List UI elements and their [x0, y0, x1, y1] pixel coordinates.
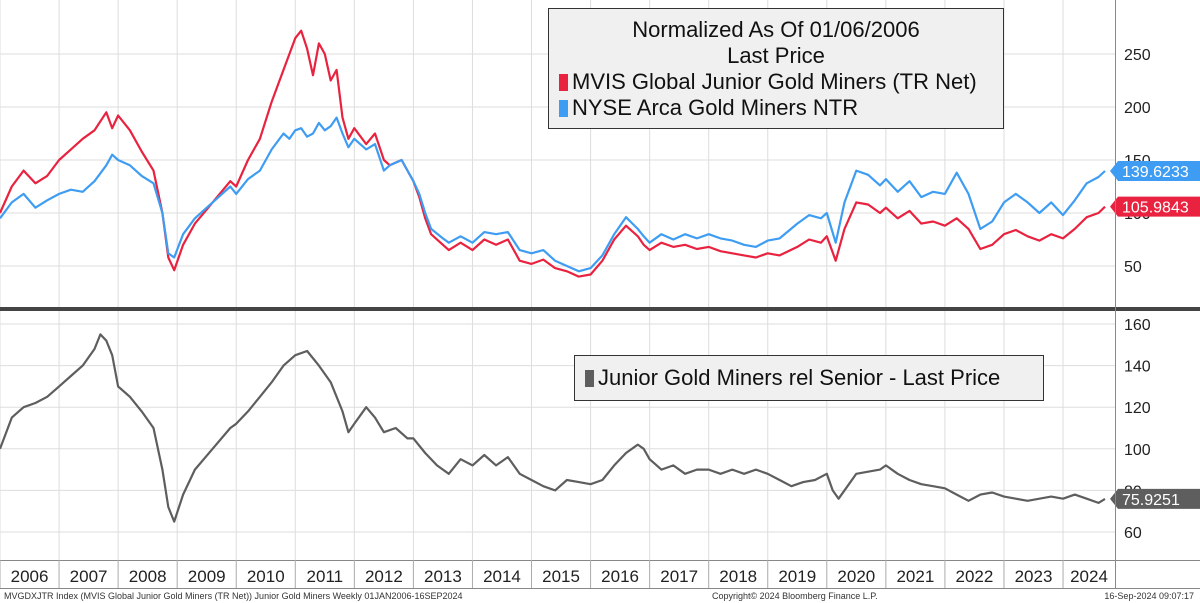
- x-tick-label: 2013: [424, 567, 462, 586]
- top-panel: [0, 29, 1106, 278]
- x-tick-label: 2008: [129, 567, 167, 586]
- footer-timestamp: 16-Sep-2024 09:07:17: [1104, 591, 1194, 601]
- panel-divider: [0, 307, 1200, 311]
- legend-item-senior: NYSE Arca Gold Miners NTR: [559, 95, 993, 121]
- x-tick-label: 2023: [1015, 567, 1053, 586]
- x-tick-label: 2024: [1070, 567, 1108, 586]
- x-tick-label: 2019: [778, 567, 816, 586]
- x-tick-label: 2021: [896, 567, 934, 586]
- y-tick-label: 60: [1124, 525, 1142, 542]
- last-value-tag-text: 139.6233: [1122, 164, 1189, 181]
- last-value-tag: 105.9843: [1110, 196, 1200, 217]
- y-tick-label: 250: [1124, 47, 1151, 64]
- y-tick-label: 120: [1124, 400, 1151, 417]
- axes-layer: 501001502002506080100120140160139.623310…: [0, 0, 1200, 589]
- footer-copyright: Copyright© 2024 Bloomberg Finance L.P.: [712, 591, 878, 601]
- last-value-tag-bg: [1110, 488, 1200, 509]
- x-tick-label: 2016: [601, 567, 639, 586]
- series-line-top-1: [0, 116, 1106, 273]
- footer-source: MVGDXJTR Index (MVIS Global Junior Gold …: [4, 591, 463, 601]
- x-tick-label: 2022: [956, 567, 994, 586]
- last-value-tag-bg: [1110, 196, 1200, 217]
- y-tick-label: 160: [1124, 317, 1151, 334]
- legend-swatch-blue: [559, 99, 568, 117]
- x-tick-label: 2007: [70, 567, 108, 586]
- last-value-tag: 139.6233: [1110, 160, 1200, 181]
- legend-swatch-gray: [585, 369, 594, 387]
- x-tick-label: 2006: [11, 567, 49, 586]
- bottom-legend: Junior Gold Miners rel Senior - Last Pri…: [574, 355, 1044, 401]
- x-tick-label: 2009: [188, 567, 226, 586]
- x-tick-label: 2012: [365, 567, 403, 586]
- legend-swatch-red: [559, 73, 568, 91]
- series-line-bottom-0: [0, 333, 1106, 523]
- last-value-tag: 75.9251: [1110, 488, 1200, 509]
- bottom-panel: [0, 333, 1106, 523]
- top-legend-title: Normalized As Of 01/06/2006: [632, 17, 920, 42]
- last-value-tag-text: 105.9843: [1122, 200, 1189, 217]
- legend-label-ratio: Junior Gold Miners rel Senior - Last Pri…: [598, 365, 1001, 390]
- y-tick-label: 100: [1124, 442, 1151, 459]
- legend-item-junior: MVIS Global Junior Gold Miners (TR Net): [559, 69, 993, 95]
- y-tick-label: 200: [1124, 100, 1151, 117]
- legend-label-senior: NYSE Arca Gold Miners NTR: [572, 95, 859, 120]
- last-value-tag-text: 75.9251: [1122, 492, 1180, 509]
- top-legend-subtitle: Last Price: [727, 43, 825, 68]
- x-tick-label: 2020: [837, 567, 875, 586]
- y-tick-label: 50: [1124, 259, 1142, 276]
- legend-item-ratio: Junior Gold Miners rel Senior - Last Pri…: [585, 365, 1033, 391]
- series-line-top-0: [0, 29, 1106, 278]
- x-tick-label: 2011: [307, 567, 344, 586]
- last-value-tag-bg: [1110, 160, 1200, 181]
- x-tick-label: 2010: [247, 567, 285, 586]
- x-tick-label: 2017: [660, 567, 698, 586]
- legend-label-junior: MVIS Global Junior Gold Miners (TR Net): [572, 69, 977, 94]
- top-legend: Normalized As Of 01/06/2006 Last Price M…: [548, 8, 1004, 129]
- y-tick-label: 140: [1124, 359, 1151, 376]
- x-tick-label: 2015: [542, 567, 580, 586]
- x-tick-label: 2018: [719, 567, 757, 586]
- x-tick-label: 2014: [483, 567, 521, 586]
